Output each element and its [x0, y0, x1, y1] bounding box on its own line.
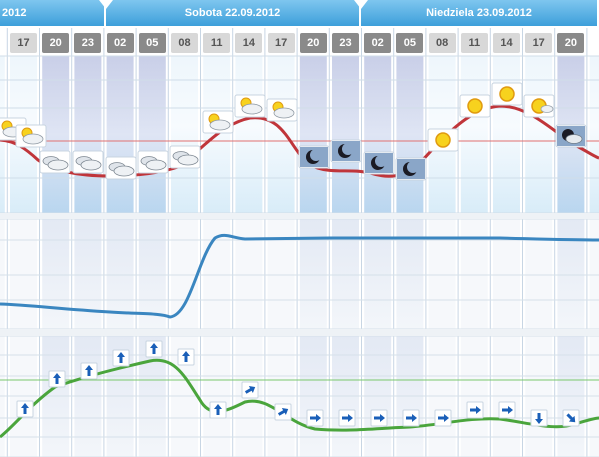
column-band — [138, 219, 166, 329]
column-band — [267, 56, 295, 213]
column-band — [299, 56, 327, 213]
hour-cell: 02 — [364, 33, 392, 53]
hour-cell: 02 — [106, 33, 134, 53]
hour-cell: 14 — [493, 33, 520, 53]
wind-arrow-southeast-icon — [562, 409, 580, 427]
column-band — [171, 56, 198, 213]
day-band-previous: 2012 — [0, 0, 106, 26]
hour-cell: 20 — [299, 33, 327, 53]
hour-cell: 14 — [235, 33, 263, 53]
wind-arrow-down-icon — [530, 409, 548, 427]
column-band — [0, 219, 5, 329]
column-band — [396, 219, 424, 329]
weather-icons — [0, 82, 587, 181]
column-band — [10, 219, 37, 329]
partly-cloudy-icon — [202, 110, 234, 134]
column-band — [589, 219, 599, 329]
sun-icon — [427, 128, 459, 152]
hour-cell: 08 — [428, 33, 456, 53]
column-band — [589, 56, 599, 213]
column-backgrounds — [0, 56, 599, 457]
wind-arrow-up-icon — [145, 340, 163, 358]
hour-cell: 23 — [332, 33, 359, 53]
pressure-line — [0, 233, 599, 319]
wind-arrow-up-icon — [80, 362, 98, 380]
partly-cloudy-icon — [15, 124, 47, 148]
column-band — [460, 56, 488, 213]
sun-icon — [459, 94, 491, 118]
column-band — [332, 56, 359, 213]
overcast-icon — [39, 150, 71, 174]
column-band — [493, 219, 520, 329]
column-band — [42, 219, 70, 329]
hour-cell: 17 — [267, 33, 295, 53]
cloudy-night-icon — [555, 124, 587, 148]
column-band — [171, 219, 198, 329]
column-band — [557, 219, 585, 329]
column-band — [460, 219, 488, 329]
hour-cell: 08 — [171, 33, 198, 53]
wind-arrow-east-icon — [338, 409, 356, 427]
overcast-icon — [137, 150, 169, 174]
column-band — [364, 219, 392, 329]
sun-small-cloud-icon — [523, 94, 555, 118]
wind-arrow-east-icon — [434, 409, 452, 427]
column-band — [106, 56, 134, 213]
wind-arrow-east-icon — [370, 409, 388, 427]
wind-icons — [16, 340, 580, 427]
hour-cell: 20 — [557, 33, 585, 53]
wind-arrow-up-icon — [209, 401, 227, 419]
panel-gap — [0, 329, 599, 336]
hour-cell: 20 — [42, 33, 70, 53]
column-band — [235, 56, 263, 213]
column-band — [525, 56, 553, 213]
hour-cell: 23 — [74, 33, 102, 53]
day-band-saturday: Sobota 22.09.2012 — [106, 0, 361, 26]
column-band — [493, 56, 520, 213]
hour-cell: 11 — [203, 33, 231, 53]
partly-cloudy-icon — [234, 94, 266, 118]
column-band — [74, 56, 102, 213]
column-band — [138, 56, 166, 213]
overcast-icon — [72, 150, 104, 174]
day-divider-notch — [99, 0, 113, 9]
clear-night-icon — [298, 145, 330, 169]
hour-cell: 17 — [525, 33, 553, 53]
wind-arrow-east-icon — [498, 401, 516, 419]
clear-night-icon — [363, 151, 395, 175]
hour-cell: 11 — [460, 33, 488, 53]
wind-arrow-up-icon — [112, 349, 130, 367]
day-divider-notch — [354, 0, 368, 9]
wind-arrow-east-icon — [402, 409, 420, 427]
column-band — [42, 56, 70, 213]
wind-arrow-northeast-icon — [274, 403, 292, 421]
partly-cloudy-icon — [266, 98, 298, 122]
wind-arrow-up-icon — [48, 370, 66, 388]
column-band — [396, 56, 424, 213]
overcast-icon — [169, 145, 201, 169]
wind-arrow-east-icon — [306, 409, 324, 427]
wind-arrow-up-icon — [16, 400, 34, 418]
overcast-icon — [105, 156, 137, 180]
hour-cell: 17 — [10, 33, 37, 53]
column-band — [267, 219, 295, 329]
column-band — [525, 219, 553, 329]
hour-cell: 05 — [138, 33, 166, 53]
day-band-sunday: Niedziela 23.09.2012 — [361, 0, 599, 26]
wind-arrow-up-icon — [177, 348, 195, 366]
wind-arrow-east-icon — [466, 401, 484, 419]
panel-gap — [0, 213, 599, 219]
clear-night-icon — [395, 157, 427, 181]
clear-night-icon — [330, 139, 362, 163]
column-band — [235, 219, 263, 329]
column-band — [364, 56, 392, 213]
column-band — [428, 219, 456, 329]
column-band — [299, 219, 327, 329]
column-band — [332, 219, 359, 329]
hour-cell: 05 — [396, 33, 424, 53]
sun-icon — [491, 82, 523, 106]
wind-arrow-northeast-icon — [241, 381, 259, 399]
